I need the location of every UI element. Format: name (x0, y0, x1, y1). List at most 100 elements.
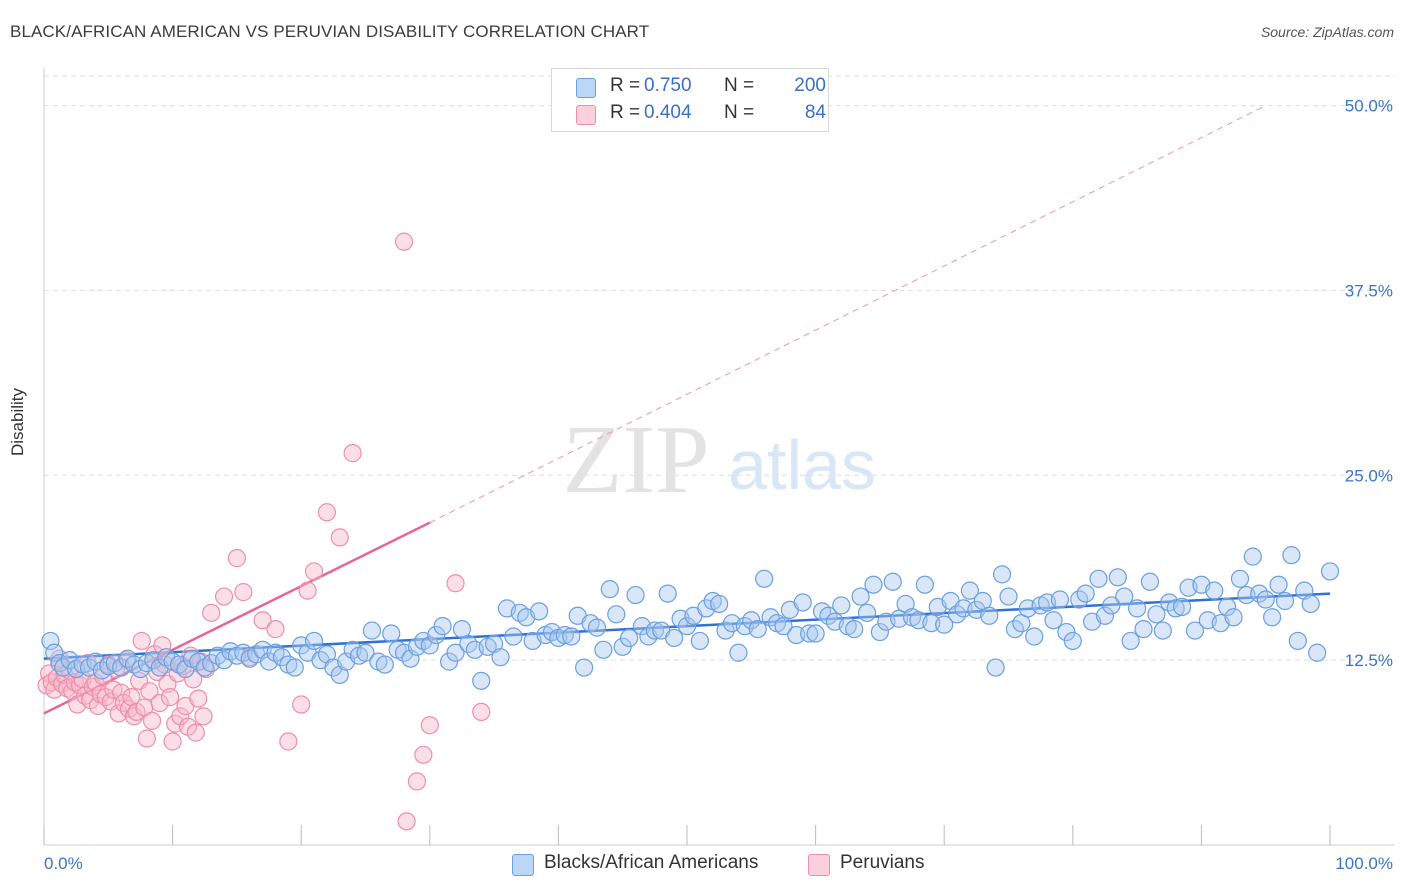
data-point-blacks (45, 643, 64, 662)
data-point-peruvians (186, 723, 205, 742)
legend-n-label: N = (724, 75, 755, 96)
data-point-blacks (1288, 631, 1307, 651)
data-point-blacks (304, 631, 324, 651)
data-point-blacks (285, 658, 304, 677)
data-point-blacks (1134, 619, 1153, 639)
y-tick-label: 50.0% (1345, 97, 1393, 116)
data-point-peruvians (330, 528, 349, 547)
data-point-blacks (883, 572, 902, 591)
data-point-blacks (1256, 590, 1275, 609)
data-point-blacks (845, 619, 864, 639)
data-point-blacks (1153, 621, 1172, 640)
data-point-blacks (658, 584, 677, 603)
x-tick-label: 100.0% (1335, 854, 1393, 873)
data-point-blacks (774, 617, 793, 636)
data-point-blacks (1185, 621, 1205, 640)
data-point-peruvians (253, 611, 272, 630)
data-point-blacks (587, 618, 607, 637)
data-point-blacks (980, 606, 999, 625)
data-point-blacks (427, 625, 446, 645)
y-tick-label: 25.0% (1345, 466, 1393, 485)
legend-swatch-blue (576, 78, 596, 98)
data-point-peruvians (414, 745, 433, 764)
trend-lines (43, 105, 1331, 715)
y-tick-label: 37.5% (1345, 281, 1393, 300)
data-point-peruvians (234, 583, 253, 602)
data-point-peruvians (472, 702, 491, 722)
data-point-blacks (1089, 569, 1108, 588)
data-point-blacks (594, 640, 613, 659)
data-point-blacks (562, 627, 581, 646)
trend-line-blacks (43, 592, 1331, 660)
data-point-blacks (1166, 599, 1185, 618)
data-point-peruvians (266, 619, 285, 639)
data-point-blacks (1121, 631, 1140, 651)
series-blacks (41, 546, 1340, 690)
legend-swatch-pink (576, 105, 596, 125)
data-point-blacks (748, 619, 767, 639)
data-point-blacks (1230, 569, 1250, 588)
legend-r-label: R = (610, 75, 641, 96)
data-point-blacks (832, 596, 851, 615)
data-point-blacks (530, 602, 549, 621)
data-point-blacks (1308, 643, 1327, 662)
data-point-blacks (1127, 599, 1147, 618)
data-point-blacks (960, 581, 980, 600)
data-point-blacks (1063, 631, 1082, 651)
data-point-blacks (1275, 591, 1295, 611)
data-point-blacks (613, 637, 632, 656)
legend-n-value: 200 (794, 75, 826, 96)
data-point-blacks (1044, 611, 1063, 630)
data-point-blacks (1115, 587, 1134, 606)
data-point-blacks (677, 617, 697, 636)
legend-r-value: 0.750 (644, 75, 692, 96)
data-point-blacks (600, 580, 619, 599)
data-point-peruvians (317, 503, 337, 522)
data-point-blacks (915, 575, 935, 594)
data-point-blacks (1140, 572, 1160, 591)
data-point-peruvians (394, 232, 414, 251)
data-point-peruvians (279, 732, 298, 751)
data-point-blacks (1050, 590, 1070, 609)
data-point-peruvians (407, 772, 427, 791)
data-point-blacks (1025, 627, 1044, 646)
data-point-peruvians (140, 682, 159, 701)
series-legend: Blacks/African Americans Peruvians (0, 852, 1406, 878)
data-point-peruvians (163, 732, 182, 751)
data-point-peruvians (132, 631, 151, 651)
legend-r-label: R = (610, 102, 641, 123)
data-point-blacks (620, 628, 639, 648)
trend-line-peruvians (43, 521, 431, 715)
legend-label: Peruvians (840, 852, 925, 873)
trend-line-peruvians-extension (429, 105, 1266, 524)
data-point-blacks (272, 648, 292, 667)
tick-labels: 12.5% 25.0% 37.5% 50.0% 0.0% 100.0% (44, 97, 1393, 873)
data-point-peruvians (397, 812, 416, 831)
data-point-blacks (800, 624, 819, 643)
data-point-blacks (986, 658, 1005, 677)
data-point-blacks (755, 569, 774, 588)
data-point-peruvians (420, 716, 439, 735)
axes (43, 68, 1395, 846)
data-point-blacks (1243, 547, 1262, 566)
data-point-blacks (1095, 606, 1115, 625)
data-point-blacks (1102, 596, 1121, 615)
gridlines (44, 75, 1395, 661)
y-tick-label: 12.5% (1345, 651, 1393, 670)
watermark-atlas: atlas (728, 426, 876, 504)
legend-label: Blacks/African Americans (544, 852, 759, 873)
data-point-peruvians (343, 444, 362, 463)
data-point-blacks (793, 593, 812, 612)
data-point-blacks (690, 631, 709, 651)
data-point-blacks (1301, 594, 1320, 614)
data-point-blacks (1076, 584, 1095, 603)
data-point-peruvians (112, 683, 131, 702)
data-point-blacks (1320, 562, 1340, 581)
data-point-blacks (710, 594, 729, 614)
data-point-peruvians (194, 707, 213, 726)
data-point-blacks (420, 636, 439, 655)
data-point-peruvians (109, 704, 128, 723)
data-point-blacks (806, 624, 825, 643)
data-point-blacks (375, 655, 394, 674)
